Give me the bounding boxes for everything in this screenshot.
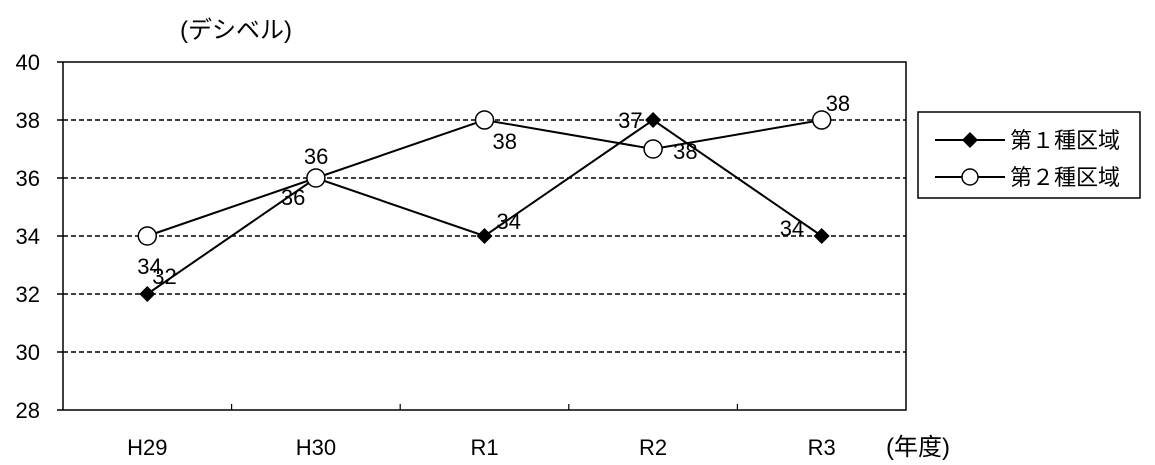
series-1-point-R1 xyxy=(476,228,493,244)
x-tick-label-R3: R3 xyxy=(808,435,836,460)
y-tick-label-38: 38 xyxy=(16,108,40,133)
data-label-series-2-R2: 38 xyxy=(673,139,697,164)
x-tick-label-R2: R2 xyxy=(639,435,667,460)
y-tick-label-30: 30 xyxy=(16,340,40,365)
x-tick-label-H30: H30 xyxy=(296,435,336,460)
legend-marker-series-2 xyxy=(961,168,979,186)
grid-lines xyxy=(63,119,906,353)
y-tick-label-34: 34 xyxy=(16,224,40,249)
series-1-point-R3 xyxy=(813,228,830,244)
x-axis: H29 H30 R1 R2 R3 xyxy=(127,404,836,460)
x-tick-label-H29: H29 xyxy=(127,435,167,460)
data-label-series-2-H29: 34 xyxy=(137,254,161,279)
x-axis-label: (年度) xyxy=(886,434,950,461)
series-1-line xyxy=(146,118,823,295)
legend-box xyxy=(917,111,1141,199)
legend-label-series-1: 第１種区域 xyxy=(1010,128,1120,153)
legend: 第１種区域 第２種区域 xyxy=(917,111,1141,199)
series-2-point-R3 xyxy=(811,110,832,130)
y-tick-label-40: 40 xyxy=(16,50,40,75)
series-2: 34 36 38 38 38 xyxy=(137,91,850,279)
series-1-point-H29 xyxy=(139,286,156,302)
series-1-point-R2 xyxy=(645,112,662,128)
data-label-series-1-H29: 32 xyxy=(152,264,176,289)
series-2-point-R1 xyxy=(474,110,495,130)
series-2-point-R2 xyxy=(643,139,663,159)
series-2-point-H30 xyxy=(306,168,326,188)
y-axis-label: (デシベル) xyxy=(180,17,292,44)
data-label-series-2-R3: 38 xyxy=(826,91,850,116)
data-label-series-2-R1: 38 xyxy=(493,129,517,154)
y-tick-label-36: 36 xyxy=(16,166,40,191)
series-2-point-H29 xyxy=(137,226,158,246)
y-tick-label-28: 28 xyxy=(16,398,40,423)
y-axis: 28 30 32 34 36 38 40 xyxy=(16,50,63,423)
data-label-series-1-R1: 34 xyxy=(497,209,521,234)
data-label-series-1-R2: 37 xyxy=(618,108,642,133)
legend-marker-series-1 xyxy=(962,132,978,148)
legend-label-series-2: 第２種区域 xyxy=(1010,165,1120,190)
y-tick-label-32: 32 xyxy=(16,282,40,307)
data-label-series-2-H30: 36 xyxy=(304,144,328,169)
x-tick-label-R1: R1 xyxy=(470,435,498,460)
data-label-series-1-R3: 34 xyxy=(780,216,804,241)
